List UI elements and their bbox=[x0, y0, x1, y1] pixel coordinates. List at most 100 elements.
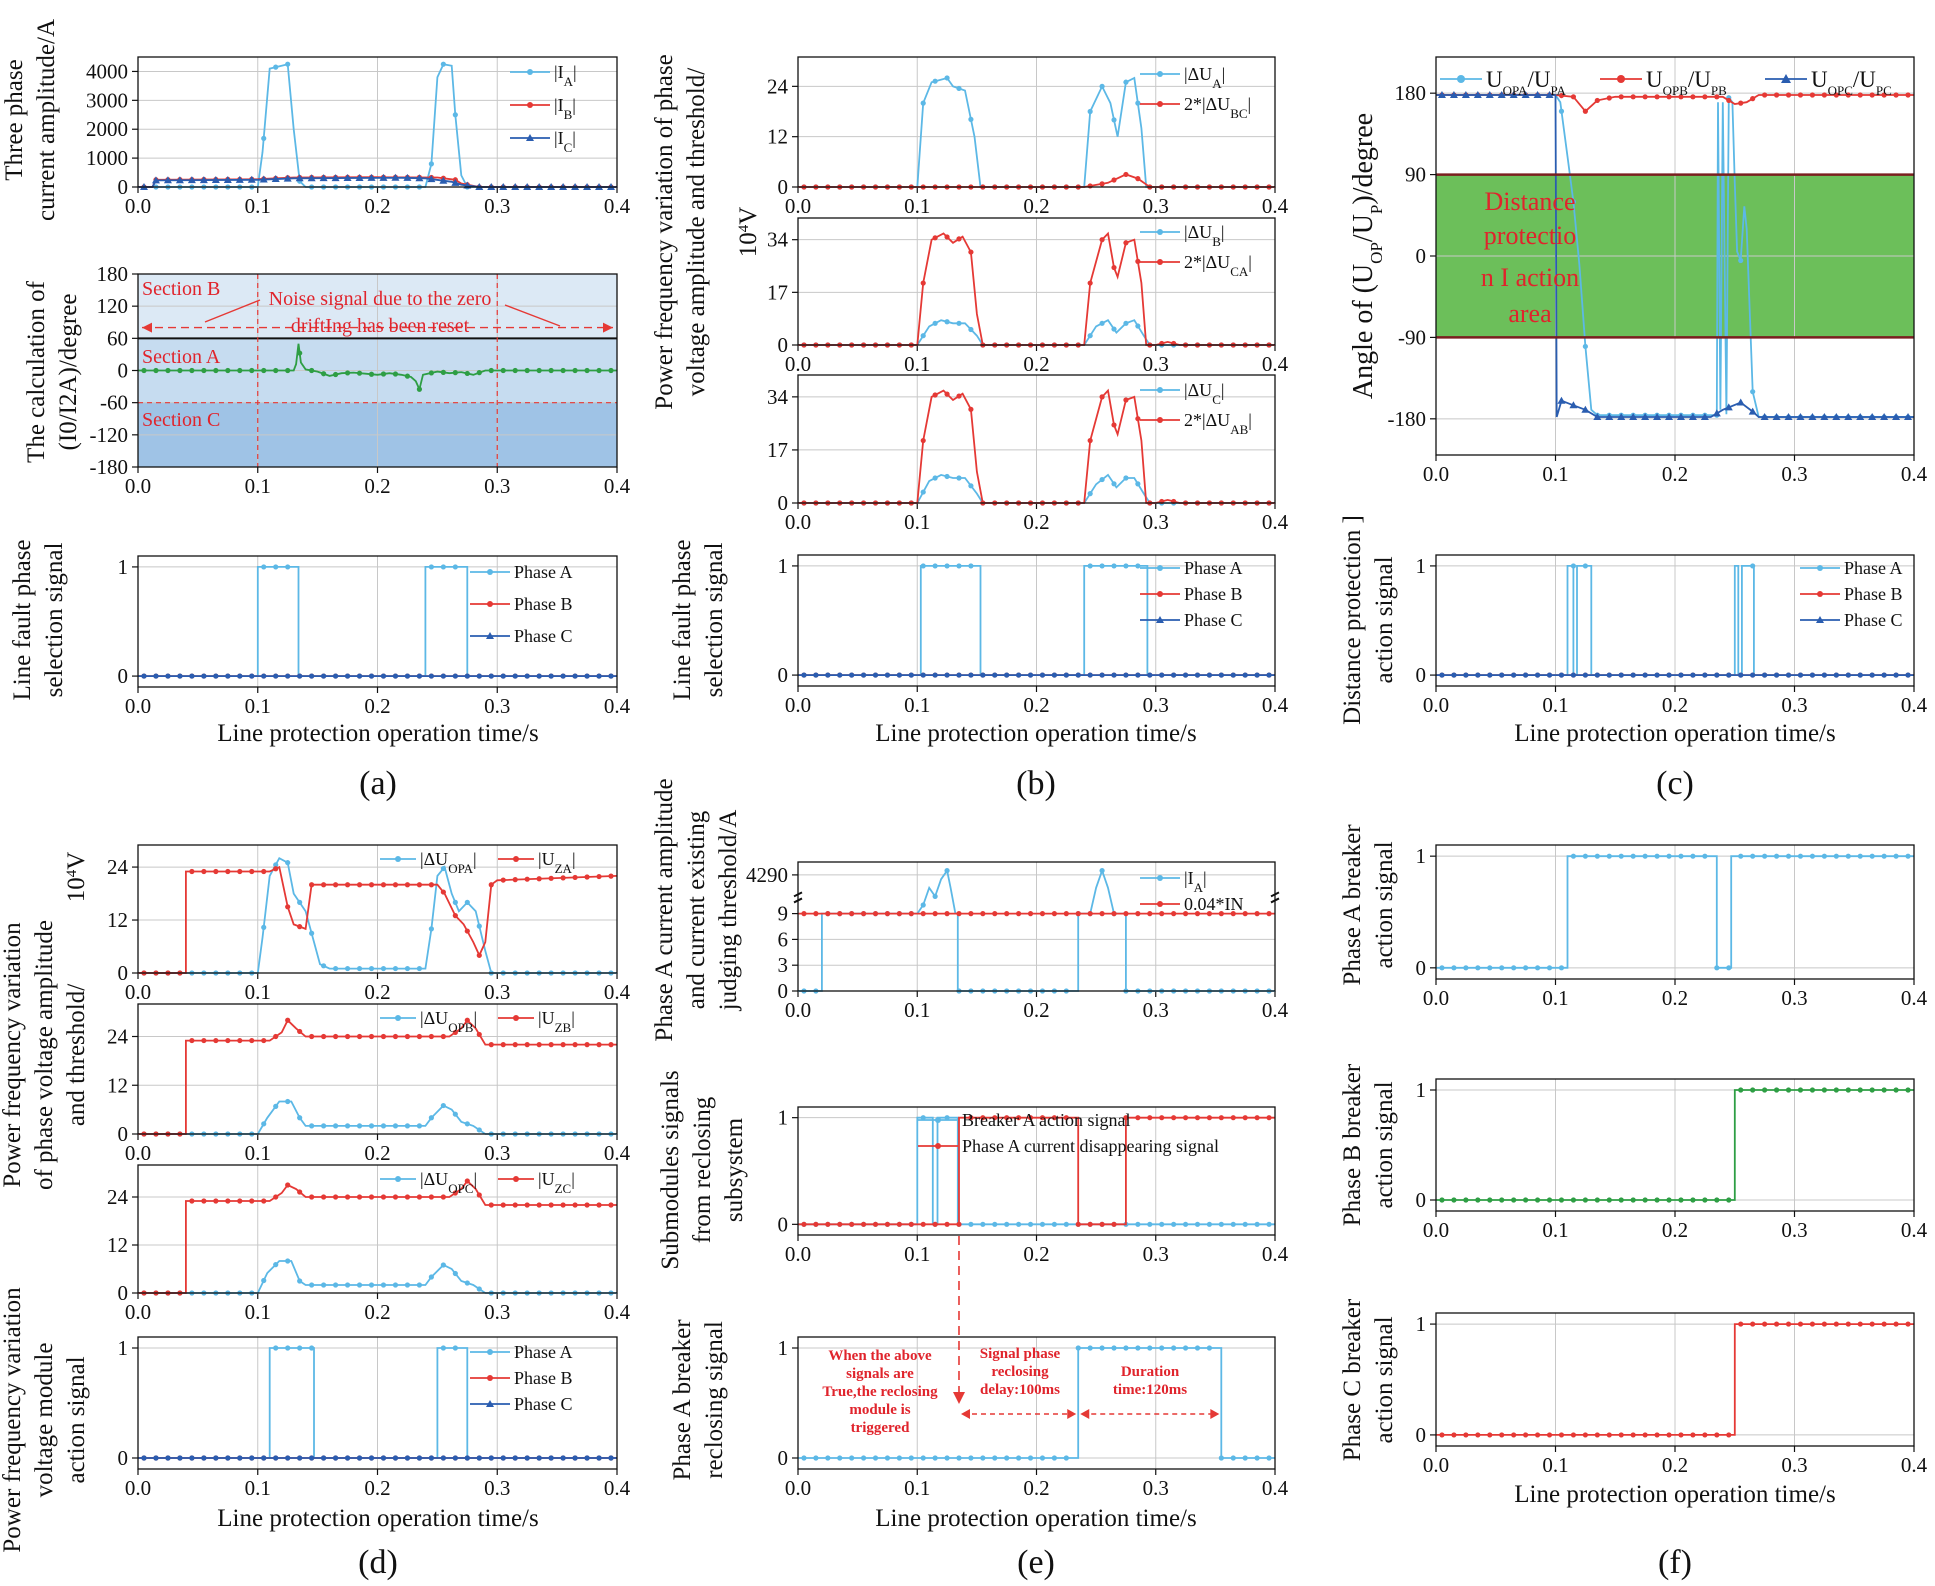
data-marker bbox=[1833, 853, 1839, 859]
data-marker bbox=[968, 483, 974, 489]
y-title-part: /U bbox=[1348, 214, 1379, 242]
y-tick-label: 0 bbox=[778, 175, 789, 199]
legend-label-part: |ΔU bbox=[420, 849, 448, 869]
data-marker bbox=[1206, 1345, 1213, 1351]
data-marker bbox=[464, 1455, 470, 1461]
data-marker bbox=[1785, 1321, 1792, 1327]
data-marker bbox=[1266, 911, 1272, 917]
data-marker bbox=[548, 673, 554, 679]
data-marker bbox=[428, 1033, 434, 1040]
data-marker bbox=[297, 1278, 303, 1284]
data-marker bbox=[1690, 672, 1696, 678]
data-marker bbox=[1182, 911, 1189, 917]
data-marker bbox=[968, 1115, 974, 1121]
duration-annotation: time:120ms bbox=[1113, 1382, 1187, 1398]
data-marker bbox=[536, 673, 542, 679]
legend-marker bbox=[935, 1117, 941, 1123]
legend-label: 2*|ΔUCA| bbox=[1184, 252, 1252, 279]
data-marker bbox=[1242, 1455, 1248, 1461]
data-marker bbox=[1558, 672, 1565, 678]
data-marker bbox=[1123, 672, 1129, 678]
panel-a3: 0 1 0.0 0.1 0.2 0.3 0.4 Phase A Phase B Phase C bbox=[118, 555, 631, 718]
data-marker bbox=[380, 882, 387, 888]
plot-frame bbox=[797, 217, 1276, 346]
legend-label: Phase B bbox=[514, 1368, 573, 1388]
data-marker bbox=[1511, 965, 1517, 971]
data-marker bbox=[1534, 1197, 1541, 1203]
data-marker bbox=[1570, 199, 1577, 205]
data-marker bbox=[1111, 117, 1117, 123]
trigger-annotation: True,the reclosing bbox=[822, 1384, 938, 1400]
data-marker bbox=[356, 1194, 363, 1200]
data-marker bbox=[1123, 475, 1129, 481]
data-marker bbox=[1869, 92, 1875, 98]
data-marker bbox=[332, 965, 339, 972]
data-marker bbox=[1099, 181, 1105, 187]
data-marker bbox=[572, 1202, 578, 1208]
y-title-part: P bbox=[1367, 205, 1386, 214]
legend-label: Phase C bbox=[514, 1394, 573, 1414]
x-tick-label: 0.3 bbox=[484, 980, 510, 1004]
data-marker bbox=[295, 174, 304, 182]
legend-label: Phase C bbox=[514, 626, 573, 646]
data-marker bbox=[1171, 911, 1177, 917]
y-tick-label: 180 bbox=[97, 262, 129, 286]
data-marker bbox=[1475, 672, 1481, 678]
data-marker bbox=[211, 176, 220, 184]
data-marker bbox=[1857, 1321, 1863, 1327]
data-marker bbox=[440, 1033, 446, 1040]
data-marker bbox=[572, 367, 578, 374]
data-marker bbox=[1594, 853, 1600, 859]
data-marker bbox=[837, 1455, 843, 1461]
data-marker bbox=[560, 367, 566, 374]
data-marker bbox=[237, 673, 243, 679]
data-marker bbox=[141, 367, 147, 374]
x-tick-label: 0.3 bbox=[484, 694, 510, 718]
data-marker bbox=[344, 673, 351, 679]
data-marker bbox=[1833, 92, 1839, 98]
data-marker bbox=[608, 873, 614, 879]
data-marker bbox=[1039, 911, 1046, 917]
legend-label: 2*|ΔUBC| bbox=[1184, 94, 1251, 121]
data-marker bbox=[1087, 437, 1093, 444]
legend-marker bbox=[513, 1015, 519, 1021]
unit-base: 10 bbox=[735, 232, 762, 257]
legend-label-part: BC bbox=[1230, 106, 1247, 121]
data-marker bbox=[297, 1345, 303, 1351]
y-tick-label: 0 bbox=[1416, 956, 1427, 980]
data-marker bbox=[980, 1455, 986, 1461]
data-marker bbox=[331, 174, 340, 182]
data-marker bbox=[1123, 911, 1129, 917]
data-marker bbox=[1004, 911, 1010, 917]
x-tick-label: 0.2 bbox=[1023, 510, 1049, 534]
data-marker bbox=[356, 673, 363, 679]
x-tick-label: 0.3 bbox=[1781, 1453, 1807, 1477]
x-tick-label: 0.2 bbox=[1023, 352, 1049, 376]
data-marker bbox=[1111, 672, 1117, 678]
legend-marker bbox=[1457, 75, 1465, 83]
data-marker bbox=[1135, 100, 1141, 106]
legend-marker bbox=[1817, 591, 1823, 597]
data-marker bbox=[1845, 92, 1851, 98]
data-marker bbox=[1630, 672, 1636, 678]
data-marker bbox=[1558, 1197, 1565, 1203]
y-tick-label: -60 bbox=[100, 391, 128, 415]
data-marker bbox=[1099, 237, 1105, 243]
x-tick-label: 0.2 bbox=[1023, 194, 1049, 218]
y-tick-label: 0 bbox=[778, 1446, 789, 1470]
data-marker bbox=[404, 965, 411, 972]
data-marker bbox=[1194, 1221, 1201, 1227]
data-marker bbox=[944, 868, 950, 874]
legend-label-part: |ΔU bbox=[1184, 222, 1212, 242]
data-marker bbox=[332, 882, 339, 888]
data-marker bbox=[1773, 853, 1780, 859]
legend-marker bbox=[1157, 101, 1163, 107]
data-marker bbox=[968, 563, 974, 569]
data-marker bbox=[1702, 853, 1708, 859]
data-marker bbox=[439, 176, 448, 184]
data-marker bbox=[285, 61, 291, 67]
data-marker bbox=[404, 1455, 411, 1461]
data-marker bbox=[1051, 672, 1057, 678]
data-marker bbox=[380, 1455, 387, 1461]
